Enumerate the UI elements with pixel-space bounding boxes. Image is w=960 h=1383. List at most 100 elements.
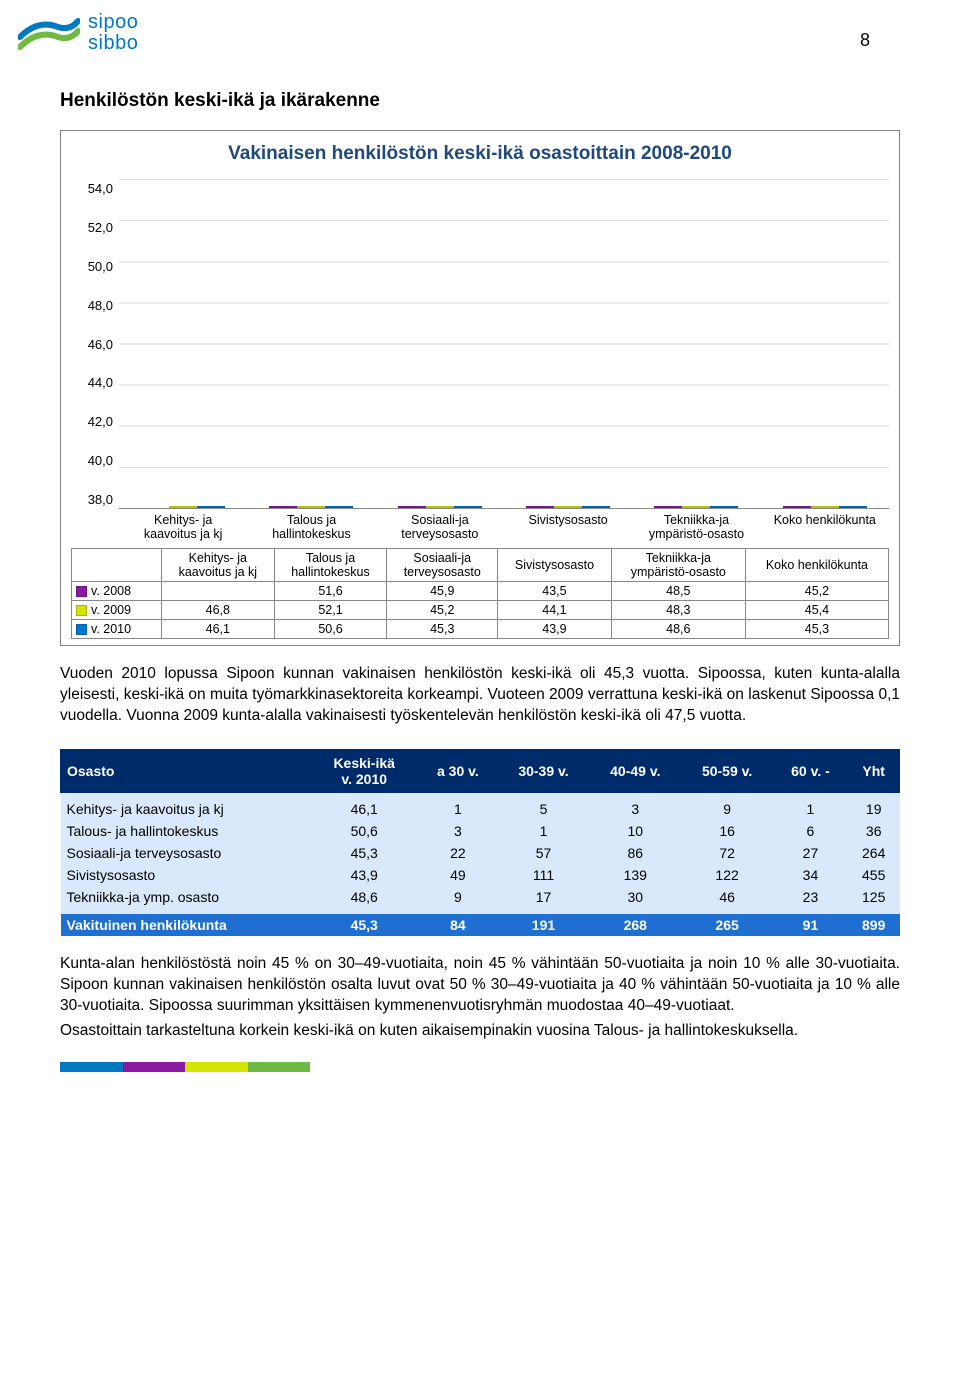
table-cell: 122 — [681, 864, 773, 886]
legend-cell: 44,1 — [498, 600, 612, 619]
chart-x-axis: Kehitys- jakaavoitus ja kjTalous jahalli… — [119, 509, 889, 542]
table-row: Sivistysosasto43,94911113912234455 — [61, 864, 900, 886]
legend-swatch-icon — [76, 605, 87, 616]
chart-y-axis: 54,052,050,048,046,044,042,040,038,0 — [71, 179, 119, 509]
legend-cell: 48,3 — [611, 600, 745, 619]
table-header: 30-39 v. — [498, 749, 590, 792]
footer-stripe-segment — [60, 1062, 123, 1072]
table-cell: 86 — [589, 842, 681, 864]
table-cell: 111 — [498, 864, 590, 886]
table-cell: 22 — [418, 842, 497, 864]
paragraph-1: Vuoden 2010 lopussa Sipoon kunnan vakina… — [60, 664, 900, 727]
bar — [682, 506, 710, 508]
table-cell: 191 — [498, 914, 590, 936]
table-row: Kehitys- ja kaavoitus ja kj46,11539119 — [61, 798, 900, 820]
table-cell: 34 — [773, 864, 848, 886]
legend-cell: 50,6 — [274, 619, 387, 638]
y-tick: 44,0 — [71, 375, 113, 390]
table-cell: 265 — [681, 914, 773, 936]
table-cell: 50,6 — [310, 820, 418, 842]
bar — [169, 506, 197, 508]
table-cell: 49 — [418, 864, 497, 886]
footer-stripe-segment — [123, 1062, 186, 1072]
table-header: Yht — [848, 749, 900, 792]
legend-swatch-icon — [76, 624, 87, 635]
table-header: Osasto — [61, 749, 311, 792]
bar — [269, 506, 297, 508]
table-row: Talous- ja hallintokeskus50,6311016636 — [61, 820, 900, 842]
table-cell: Vakituinen henkilökunta — [61, 914, 311, 936]
table-cell: 1 — [773, 798, 848, 820]
bar — [554, 506, 582, 508]
table-cell: 84 — [418, 914, 497, 936]
bar — [654, 506, 682, 508]
legend-col-header: Talous jahallintokeskus — [274, 548, 387, 581]
x-label: Talous jahallintokeskus — [247, 509, 375, 542]
table-cell: 45,3 — [310, 842, 418, 864]
legend-series-label: v. 2008 — [72, 581, 162, 600]
bar-group — [761, 506, 889, 508]
logo: sipoo sibbo — [18, 12, 138, 54]
paragraph-2: Kunta-alan henkilöstöstä noin 45 % on 30… — [60, 954, 900, 1017]
x-label: Tekniikka-jaympäristö-osasto — [632, 509, 760, 542]
chart-legend-table: Kehitys- jakaavoitus ja kjTalous jahalli… — [71, 548, 889, 639]
legend-series-label: v. 2009 — [72, 600, 162, 619]
table-cell: 57 — [498, 842, 590, 864]
legend-col-header: Sosiaali-jaterveysosasto — [387, 548, 498, 581]
chart: Vakinaisen henkilöstön keski-ikä osastoi… — [60, 130, 900, 646]
bar — [839, 506, 867, 508]
chart-title: Vakinaisen henkilöstön keski-ikä osastoi… — [71, 143, 889, 165]
x-label: Sivistysosasto — [504, 509, 632, 542]
table-header: 60 v. - — [773, 749, 848, 792]
table-header: 50-59 v. — [681, 749, 773, 792]
table-cell: Kehitys- ja kaavoitus ja kj — [61, 798, 311, 820]
legend-col-header: Kehitys- jakaavoitus ja kj — [162, 548, 275, 581]
bar-group — [632, 506, 760, 508]
paragraph-3: Osastoittain tarkasteltuna korkein keski… — [60, 1021, 900, 1042]
footer-stripe-segment — [185, 1062, 248, 1072]
table-cell: 139 — [589, 864, 681, 886]
y-tick: 50,0 — [71, 259, 113, 274]
bar — [526, 506, 554, 508]
legend-cell: 45,4 — [745, 600, 888, 619]
table-cell: 3 — [418, 820, 497, 842]
table-cell: 10 — [589, 820, 681, 842]
bar-group — [247, 506, 375, 508]
x-label: Koko henkilökunta — [761, 509, 889, 542]
legend-cell: 51,6 — [274, 581, 387, 600]
legend-cell: 46,8 — [162, 600, 275, 619]
table-cell: Tekniikka-ja ymp. osasto — [61, 886, 311, 908]
table-cell: 899 — [848, 914, 900, 936]
bar-group — [504, 506, 632, 508]
table-cell: 36 — [848, 820, 900, 842]
table-cell: 43,9 — [310, 864, 418, 886]
table-cell: 23 — [773, 886, 848, 908]
table-row: Tekniikka-ja ymp. osasto48,6917304623125 — [61, 886, 900, 908]
bar — [454, 506, 482, 508]
y-tick: 40,0 — [71, 453, 113, 468]
legend-col-header: Tekniikka-jaympäristö-osasto — [611, 548, 745, 581]
table-cell: 6 — [773, 820, 848, 842]
legend-cell: 52,1 — [274, 600, 387, 619]
table-cell: 1 — [498, 820, 590, 842]
bar — [398, 506, 426, 508]
table-cell: Talous- ja hallintokeskus — [61, 820, 311, 842]
table-cell: 45,3 — [310, 914, 418, 936]
logo-line2: sibbo — [88, 33, 138, 54]
table-cell: Sosiaali-ja terveysosasto — [61, 842, 311, 864]
table-cell: 17 — [498, 886, 590, 908]
logo-line1: sipoo — [88, 12, 138, 33]
table-cell: 19 — [848, 798, 900, 820]
legend-cell: 46,1 — [162, 619, 275, 638]
table-cell: 9 — [418, 886, 497, 908]
logo-swoosh-icon — [18, 13, 80, 53]
bar — [426, 506, 454, 508]
chart-plot — [119, 179, 889, 509]
x-label: Sosiaali-jaterveysosasto — [376, 509, 504, 542]
y-tick: 42,0 — [71, 414, 113, 429]
table-cell: Sivistysosasto — [61, 864, 311, 886]
table-cell: 5 — [498, 798, 590, 820]
x-label: Kehitys- jakaavoitus ja kj — [119, 509, 247, 542]
table-total-row: Vakituinen henkilökunta45,38419126826591… — [61, 914, 900, 936]
legend-cell: 45,3 — [745, 619, 888, 638]
